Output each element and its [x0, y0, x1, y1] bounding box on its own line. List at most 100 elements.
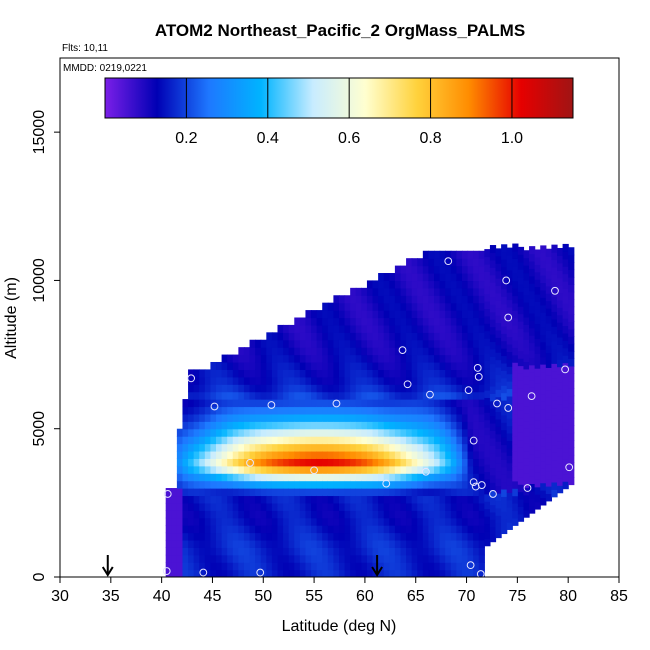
heatmap-cell	[249, 525, 256, 534]
heatmap-cell	[529, 268, 536, 277]
heatmap-cell	[489, 274, 497, 283]
heatmap-cell	[434, 554, 441, 563]
heatmap-cell	[227, 495, 234, 504]
heatmap-cell	[333, 428, 340, 437]
heatmap-cell	[540, 438, 547, 447]
heatmap-cell	[422, 532, 430, 541]
heatmap-cell	[540, 297, 547, 306]
heatmap-cell	[378, 310, 385, 319]
heatmap-cell	[322, 473, 329, 482]
heatmap-cell	[523, 339, 530, 348]
x-tick-label: 40	[153, 588, 171, 605]
heatmap-cell	[361, 539, 368, 548]
heatmap-cell	[489, 289, 497, 298]
heatmap-cell	[473, 280, 480, 289]
heatmap-cell	[350, 517, 357, 526]
heatmap-cell	[534, 353, 541, 362]
heatmap-cell	[394, 273, 402, 282]
heatmap-cell	[545, 411, 553, 420]
heatmap-cell	[260, 554, 267, 563]
heatmap-cell	[383, 517, 390, 526]
heatmap-cell	[338, 354, 346, 363]
heatmap-cell	[221, 465, 228, 474]
heatmap-cell	[389, 317, 396, 326]
heatmap-cell	[406, 258, 413, 267]
heatmap-cell	[478, 376, 485, 385]
heatmap-cell	[540, 326, 547, 335]
heatmap-cell	[355, 399, 362, 408]
heatmap-cell	[473, 384, 480, 393]
heatmap-cell	[283, 502, 290, 511]
heatmap-cell	[221, 428, 228, 437]
heatmap-cell	[484, 389, 491, 398]
heatmap-cell	[517, 417, 525, 426]
heatmap-cell	[243, 562, 251, 571]
heatmap-cell	[355, 361, 362, 370]
heatmap-cell	[361, 310, 368, 319]
heatmap-cell	[243, 347, 251, 356]
heatmap-cell	[461, 376, 469, 385]
heatmap-cell	[489, 282, 497, 291]
heatmap-cell	[277, 443, 284, 452]
heatmap-cell	[361, 510, 368, 519]
heatmap-cell	[361, 317, 368, 326]
heatmap-cell	[540, 282, 547, 291]
heatmap-cell	[394, 465, 402, 474]
heatmap-cell	[445, 413, 452, 422]
heatmap-cell	[434, 510, 441, 519]
heatmap-cell	[439, 295, 446, 304]
heatmap-cell	[529, 461, 536, 470]
heatmap-cell	[394, 562, 402, 571]
heatmap-cell	[338, 376, 346, 385]
heatmap-cell	[434, 450, 441, 459]
heatmap-cell	[288, 428, 295, 437]
heatmap-cell	[182, 450, 189, 459]
heatmap-cell	[193, 547, 200, 556]
heatmap-cell	[333, 384, 340, 393]
heatmap-cell	[506, 344, 513, 353]
heatmap-cell	[489, 356, 497, 365]
heatmap-cell	[534, 301, 541, 310]
heatmap-cell	[350, 480, 357, 489]
heatmap-cell	[400, 406, 407, 415]
heatmap-cell	[411, 465, 418, 474]
heatmap-cell	[383, 354, 390, 363]
heatmap-cell	[529, 246, 536, 255]
heatmap-cell	[445, 376, 452, 385]
heatmap-cell	[266, 502, 273, 511]
heatmap-cell	[355, 347, 362, 356]
heatmap-cell	[434, 287, 441, 296]
heatmap-cell	[249, 369, 256, 378]
heatmap-cell	[517, 261, 525, 270]
heatmap-cell	[294, 399, 301, 408]
heatmap-cell	[316, 517, 323, 526]
heatmap-cell	[467, 488, 474, 497]
heatmap-cell	[506, 269, 513, 278]
heatmap-cell	[182, 539, 189, 548]
heatmap-cell	[221, 562, 228, 571]
heatmap-cell	[400, 280, 407, 289]
heatmap-cell	[523, 494, 530, 503]
heatmap-cell	[506, 336, 513, 345]
heatmap-cell	[473, 458, 480, 467]
heatmap-cell	[193, 488, 200, 497]
heatmap-cell	[227, 539, 234, 548]
heatmap-cell	[450, 406, 457, 415]
heatmap-cell	[517, 350, 525, 359]
heatmap-cell	[534, 375, 541, 384]
heatmap-cell	[394, 517, 402, 526]
heatmap-cell	[316, 347, 323, 356]
heatmap-cell	[467, 473, 474, 482]
heatmap-cell	[305, 428, 312, 437]
heatmap-cell	[411, 480, 418, 489]
heatmap-cell	[210, 510, 217, 519]
heatmap-cell	[517, 461, 525, 470]
heatmap-cell	[322, 547, 329, 556]
heatmap-cell	[255, 361, 262, 370]
heatmap-cell	[467, 554, 474, 563]
heatmap-cell	[316, 495, 323, 504]
heatmap-cell	[557, 247, 564, 257]
heatmap-cell	[461, 428, 469, 437]
heatmap-cell	[394, 332, 402, 341]
heatmap-cell	[506, 425, 513, 434]
